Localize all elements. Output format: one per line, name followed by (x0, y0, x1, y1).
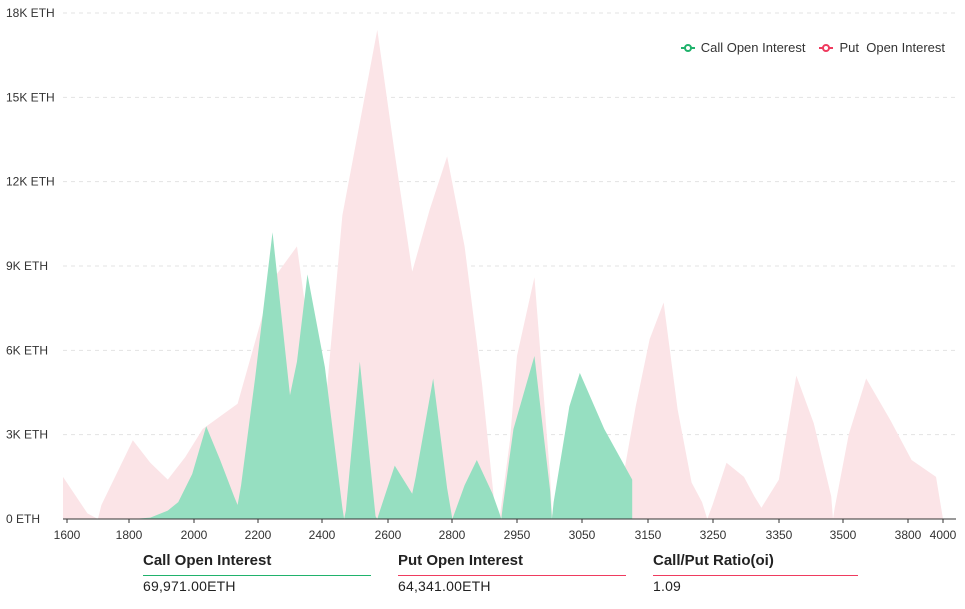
y-tick-label: 3K ETH (6, 428, 48, 442)
summary-ratio-underline (653, 575, 858, 576)
summary-ratio-label: Call/Put Ratio(oi) (653, 552, 774, 569)
legend-call-open-interest[interactable]: Call Open Interest (680, 40, 806, 55)
summary-ratio: Call/Put Ratio(oi) 1.09 (653, 552, 881, 594)
legend-call-label: Call Open Interest (700, 40, 806, 55)
summary-put-underline (398, 575, 626, 576)
legend-put-label: Put Open Interest (839, 40, 945, 55)
x-tick-label: 3800 (895, 528, 922, 542)
summary-call-value: 69,971.00ETH (143, 578, 236, 594)
summary-call: Call Open Interest 69,971.00ETH (143, 552, 371, 594)
put-open-interest-area (63, 29, 943, 519)
call-open-interest-area (63, 232, 633, 519)
x-tick-label: 3350 (766, 528, 793, 542)
x-tick-label: 2400 (309, 528, 336, 542)
legend-call-marker-icon (680, 43, 695, 53)
summary-put: Put Open Interest 64,341.00ETH (398, 552, 626, 594)
x-tick-label: 2000 (181, 528, 208, 542)
x-tick-label: 3050 (569, 528, 596, 542)
x-tick-label: 3500 (830, 528, 857, 542)
x-tick-label: 2800 (439, 528, 466, 542)
open-interest-chart: 0 ETH 3K ETH 6K ETH 9K ETH 12K ETH 15K ETH 18K… (6, 6, 957, 542)
x-tick-label: 3150 (635, 528, 662, 542)
chart-axes: 0 ETH 3K ETH 6K ETH 9K ETH 12K ETH 15K ETH 18K… (6, 6, 957, 542)
x-tick-label: 2600 (375, 528, 402, 542)
y-tick-label: 9K ETH (6, 259, 48, 273)
summary-call-label: Call Open Interest (143, 552, 272, 569)
x-tick-label: 1600 (54, 528, 81, 542)
chart-legend: Call Open Interest Put Open Interest (680, 40, 945, 55)
summary-put-label: Put Open Interest (398, 552, 524, 569)
legend-put-open-interest[interactable]: Put Open Interest (819, 40, 945, 55)
y-tick-label: 18K ETH (6, 6, 55, 20)
summary-put-value: 64,341.00ETH (398, 578, 491, 594)
x-tick-label: 1800 (116, 528, 143, 542)
summary-ratio-value: 1.09 (653, 578, 682, 594)
x-tick-label: 3250 (700, 528, 727, 542)
y-tick-label: 0 ETH (6, 512, 40, 526)
x-tick-label: 4000 (930, 528, 957, 542)
summary-call-underline (143, 575, 371, 576)
legend-put-marker-icon (819, 43, 834, 53)
y-tick-label: 6K ETH (6, 343, 48, 357)
open-interest-summary: Call Open Interest 69,971.00ETH Put Open… (143, 552, 908, 594)
x-tick-label: 2950 (504, 528, 531, 542)
x-tick-label: 2200 (245, 528, 272, 542)
chart-grid (63, 12, 956, 436)
chart-areas (63, 29, 943, 519)
y-tick-label: 12K ETH (6, 175, 55, 189)
y-tick-label: 15K ETH (6, 90, 55, 104)
